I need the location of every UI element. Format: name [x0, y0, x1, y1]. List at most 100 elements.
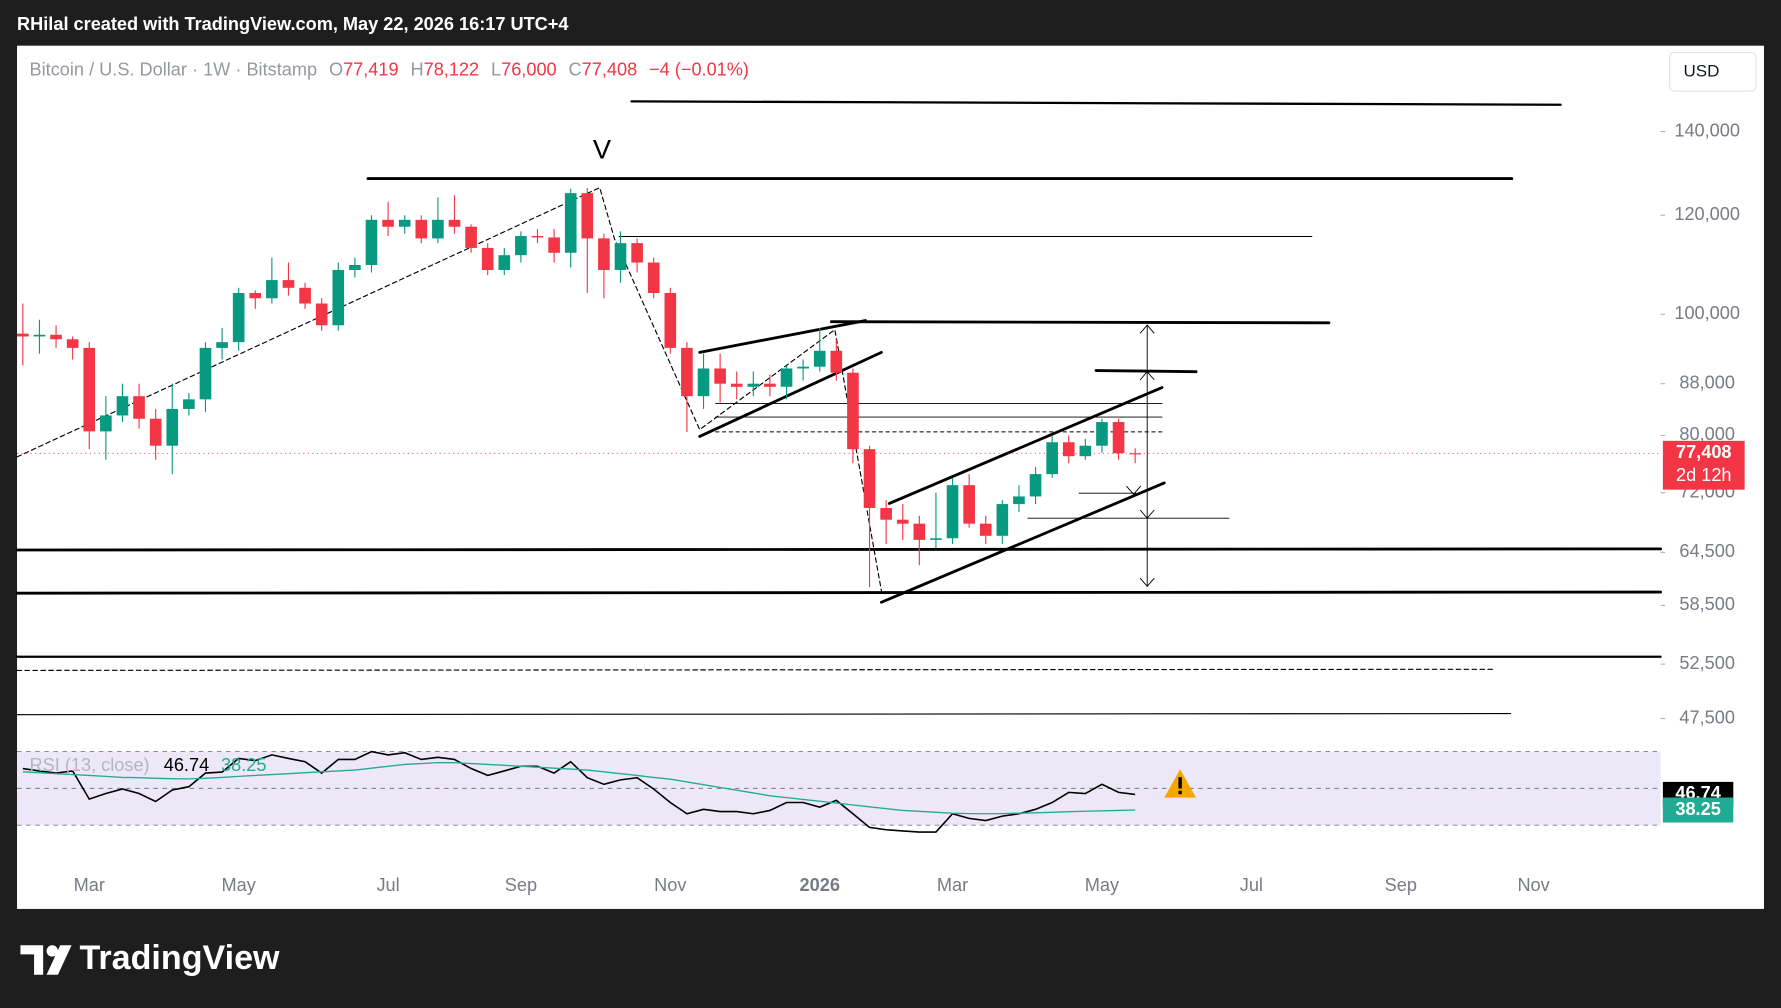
candle-body: [564, 193, 577, 253]
o-label: O: [329, 59, 343, 79]
channel-line: [698, 319, 867, 354]
candle-body: [996, 504, 1009, 536]
candle-body: [83, 347, 96, 432]
channel-line: [887, 386, 1164, 505]
x-tick-label: Nov: [1517, 875, 1550, 895]
logo-mark: [46, 945, 72, 975]
y-tick-label: 52,500: [1679, 653, 1735, 673]
change: −4 (−0.01%): [649, 59, 749, 79]
candle-body: [963, 485, 975, 524]
candle-body: [913, 523, 926, 540]
candle-body: [863, 449, 876, 508]
candle-body: [730, 383, 743, 387]
candle-body: [1013, 496, 1025, 505]
candle-body: [232, 292, 245, 343]
x-tick-label: May: [222, 875, 257, 895]
rsi-ma-value: 38.25: [221, 755, 266, 775]
trend-line: [16, 668, 1495, 671]
candle-body: [1079, 445, 1092, 457]
candle-body: [581, 193, 594, 239]
trend-line: [1094, 369, 1198, 374]
candle-body: [896, 519, 909, 524]
candle-body: [183, 399, 195, 409]
candle-body: [714, 368, 726, 384]
candle-body: [50, 334, 62, 340]
candle-body: [249, 292, 262, 299]
l-value: 76,000: [501, 59, 557, 79]
caption: RHilal created with TradingView.com, May…: [17, 14, 568, 34]
annotation: V: [593, 134, 612, 165]
h-label: H: [410, 59, 423, 79]
candle-body: [116, 396, 129, 416]
candle-body: [813, 350, 826, 367]
candle-body: [1096, 422, 1108, 446]
candle-body: [1062, 442, 1075, 457]
arrow-head: [1139, 509, 1155, 519]
candle-body: [216, 342, 228, 348]
candle-body: [1129, 453, 1141, 455]
logo-mark: [20, 945, 44, 975]
c-label: C: [569, 59, 582, 79]
candle-body: [1112, 422, 1125, 454]
drawings: [15, 100, 1663, 716]
candle-body: [515, 236, 527, 256]
trend-line: [830, 320, 1331, 325]
trend-line: [15, 590, 1663, 595]
x-tick-label: Mar: [937, 875, 968, 895]
x-tick-label: Jul: [1240, 875, 1263, 895]
y-tick-label: 64,500: [1679, 541, 1735, 561]
arrow-head: [1139, 577, 1155, 588]
channel-line: [698, 350, 883, 438]
candle-body: [17, 333, 29, 337]
candle-body: [979, 523, 992, 536]
x-tick-label: 2026: [800, 875, 840, 895]
candle-body: [100, 415, 112, 432]
warning-icon: [1164, 769, 1197, 798]
candle-body: [315, 303, 328, 326]
c-value: 77,408: [582, 59, 638, 79]
o-value: 77,419: [343, 59, 399, 79]
candle-body: [481, 247, 494, 270]
candle-body: [66, 339, 79, 348]
h-value: 78,122: [424, 59, 480, 79]
candle-body: [830, 350, 843, 373]
candle-body: [946, 485, 959, 539]
candle-body: [631, 243, 643, 263]
candle-body: [415, 219, 428, 239]
y-tick-label: 58,500: [1679, 594, 1735, 614]
candle-body: [780, 368, 793, 387]
candle-body: [531, 236, 544, 238]
candle-body: [764, 383, 776, 387]
price-tag: [1662, 440, 1745, 490]
trend-line: [15, 547, 1663, 552]
channel-line: [879, 481, 1166, 604]
candle-body: [266, 280, 278, 299]
candle-body: [930, 538, 942, 540]
value-tag-label: 38.25: [1675, 799, 1720, 819]
rsi-title: RSI (13, close): [30, 755, 150, 775]
candle-body: [398, 219, 411, 227]
candle-body: [33, 334, 46, 337]
x-tick-label: Sep: [1385, 875, 1417, 895]
rsi-value: 46.74: [164, 755, 209, 775]
candle-body: [282, 280, 295, 288]
y-tick-label: 140,000: [1674, 120, 1740, 140]
x-tick-label: Nov: [654, 875, 687, 895]
candle-body: [349, 265, 361, 270]
symbol: Bitcoin / U.S. Dollar · 1W · Bitstamp: [30, 59, 318, 79]
currency-button[interactable]: [1669, 51, 1757, 92]
l-label: L: [491, 59, 501, 79]
candle-body: [166, 408, 179, 446]
candle-body: [664, 292, 677, 348]
candle-body: [1029, 474, 1042, 497]
trend-line: [16, 712, 1512, 716]
candle-body: [598, 238, 610, 270]
candle-body: [681, 347, 693, 397]
marks: 140,000120,000100,00088,00080,00072,0006…: [17, 120, 1740, 895]
candle-body: [697, 368, 710, 397]
candle-body: [432, 219, 444, 239]
zigzag: [16, 186, 882, 592]
warning-dot: [1178, 790, 1182, 795]
